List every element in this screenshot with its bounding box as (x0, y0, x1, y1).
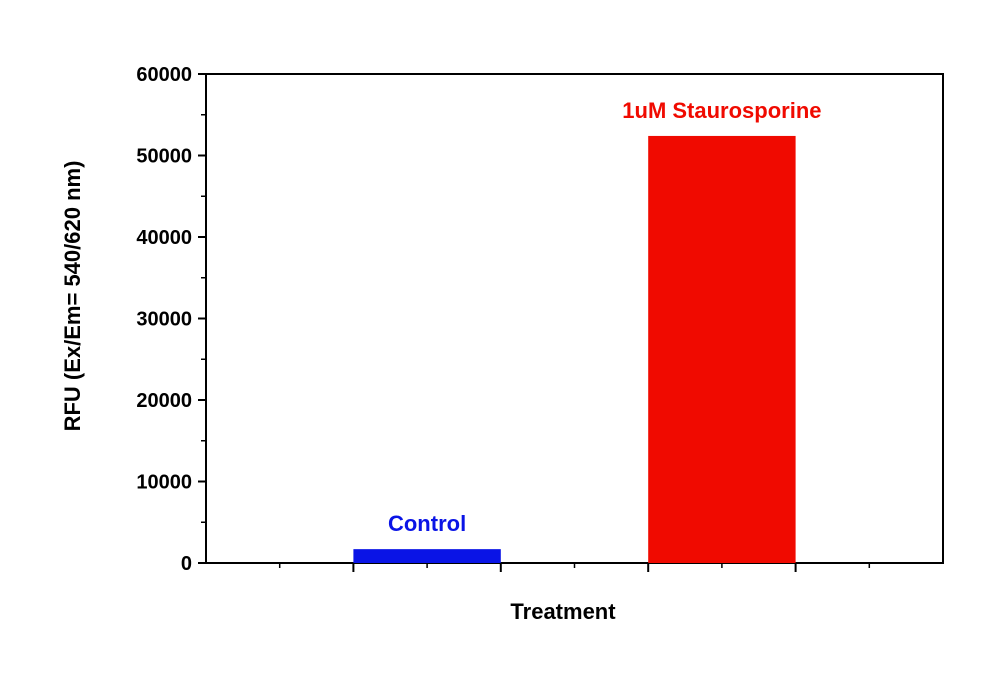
y-tick-label: 40000 (136, 227, 192, 249)
y-axis-title: RFU (Ex/Em= 540/620 nm) (60, 161, 85, 432)
y-tick-label: 60000 (136, 64, 192, 86)
y-tick-label: 10000 (136, 472, 192, 494)
y-tick-label: 0 (181, 553, 192, 575)
y-axis-ticks: 0 10000 20000 30000 40000 50000 60000 (136, 64, 206, 575)
bars (353, 135, 796, 563)
bar (353, 549, 501, 563)
y-tick-label: 30000 (136, 309, 192, 331)
plot-frame (205, 73, 944, 564)
x-axis-title: Treatment (510, 599, 616, 624)
x-axis-ticks (278, 563, 871, 572)
bar-category-label: 1uM Staurosporine (622, 98, 821, 123)
y-tick-label: 20000 (136, 390, 192, 412)
bar (648, 135, 796, 563)
bar-category-label: Control (388, 511, 466, 536)
y-tick-label: 50000 (136, 146, 192, 168)
bar-labels: Control 1uM Staurosporine (388, 98, 822, 536)
